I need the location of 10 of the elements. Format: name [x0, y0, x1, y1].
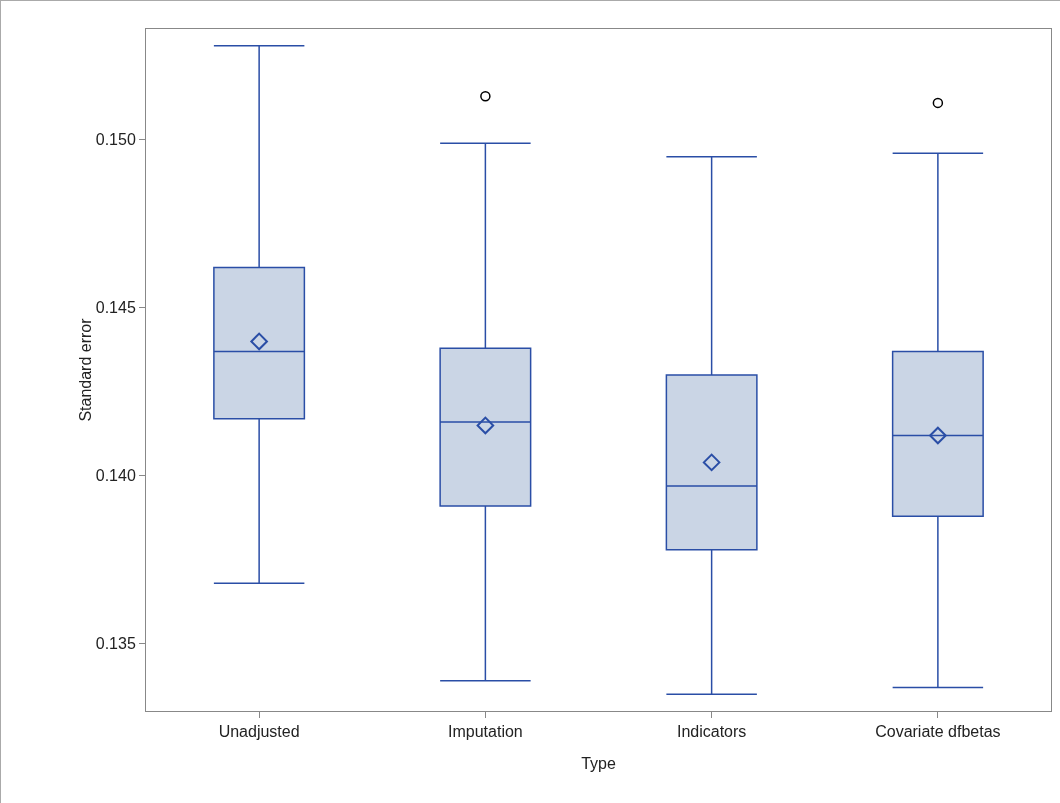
x-axis-title: Type — [581, 755, 616, 772]
x-tick-label: Covariate dfbetas — [875, 723, 1001, 741]
y-axis-title: Standard error — [76, 317, 94, 422]
y-tick-label: 0.150 — [95, 131, 136, 149]
y-tick-label: 0.140 — [95, 467, 136, 485]
y-tick-label: 0.135 — [95, 635, 136, 653]
x-tick-label: Imputation — [448, 723, 523, 741]
x-tick-label: Unadjusted — [218, 723, 300, 741]
y-tick-label: 0.145 — [95, 299, 136, 317]
x-tick-label: Indicators — [676, 723, 747, 741]
